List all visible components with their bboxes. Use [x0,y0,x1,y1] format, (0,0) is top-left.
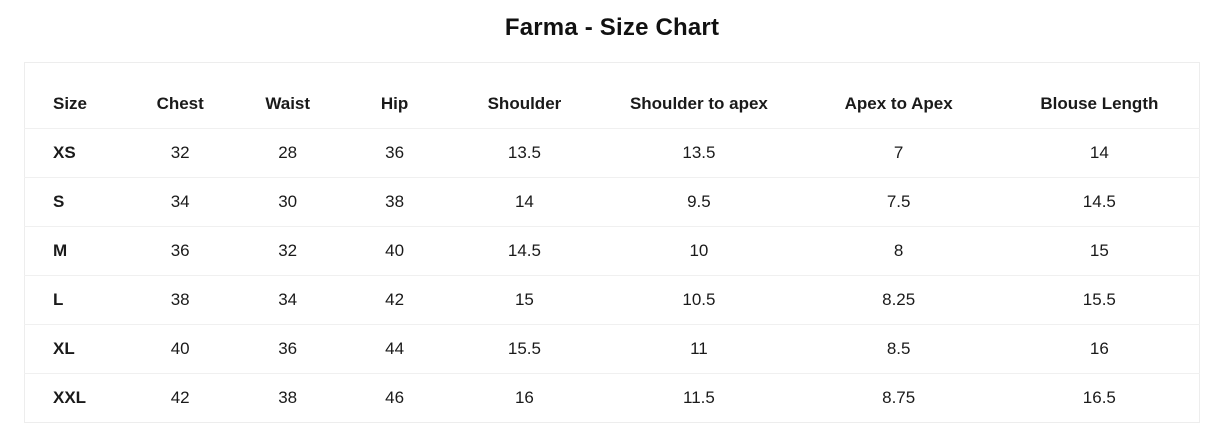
size-chart-container: Size Chest Waist Hip Shoulder Shoulder to ape… [24,62,1200,423]
measurement-value: 9.5 [600,177,798,227]
measurement-value: 38 [340,177,449,227]
measurement-value: 13.5 [448,128,601,178]
column-header-shoulder: Shoulder [487,94,562,113]
column-header-size: Size [53,94,88,113]
measurement-value: 14 [448,177,601,227]
measurement-value: 34 [234,275,341,325]
size-label: XXL [24,373,126,423]
measurement-value: 14.5 [448,226,601,276]
size-label: M [24,226,126,276]
measurement-value: 15.5 [999,275,1200,325]
size-chart-table: Size Chest Waist Hip Shoulder Shoulder to ape… [24,62,1200,423]
column-header-waist: Waist [265,94,311,113]
column-header-blouse-length: Blouse Length [1040,94,1159,113]
measurement-value: 16 [448,373,601,423]
measurement-value: 32 [125,128,235,178]
table-header: Size Chest Waist Hip Shoulder Shoulder to ape… [25,63,1200,129]
measurement-value: 30 [234,177,341,227]
measurement-value: 36 [234,324,341,374]
column-header-shoulder-to-apex: Shoulder to apex [629,94,768,113]
measurement-value: 40 [340,226,449,276]
measurement-value: 10 [600,226,798,276]
measurement-value: 34 [125,177,235,227]
table-row: XXL 42 38 46 16 11.5 8.75 16.5 [24,373,1200,423]
column-header-chest: Chest [156,94,204,113]
size-label: L [24,275,126,325]
measurement-value: 38 [234,373,341,423]
measurement-value: 16.5 [999,373,1200,423]
measurement-value: 10.5 [600,275,798,325]
table-body: XS 32 28 36 13.5 13.5 7 14 S 34 30 38 14 9.5 7.5 14.5 M 3… [24,128,1200,423]
measurement-value: 11 [600,324,798,374]
page-title: Farma - Size Chart [504,14,720,41]
measurement-value: 42 [125,373,235,423]
measurement-value: 7.5 [797,177,1000,227]
measurement-value: 14.5 [999,177,1200,227]
measurement-value: 8 [797,226,1000,276]
measurement-value: 42 [340,275,449,325]
measurement-value: 16 [999,324,1200,374]
measurement-value: 8.75 [797,373,1000,423]
header-row: Size Chest Waist Hip Shoulder Shoulder to ape… [25,63,1200,129]
table-row: M 36 32 40 14.5 10 8 15 [24,226,1200,276]
measurement-value: 46 [340,373,449,423]
measurement-value: 38 [125,275,235,325]
column-header-apex-to-apex: Apex to Apex [844,94,953,113]
measurement-value: 44 [340,324,449,374]
size-label: XS [24,128,126,178]
measurement-value: 7 [797,128,1000,178]
table-row: XS 32 28 36 13.5 13.5 7 14 [24,128,1200,178]
measurement-value: 15.5 [448,324,601,374]
measurement-value: 13.5 [600,128,798,178]
measurement-value: 8.5 [797,324,1000,374]
measurement-value: 11.5 [600,373,798,423]
measurement-value: 32 [234,226,341,276]
measurement-value: 36 [340,128,449,178]
table-row: L 38 34 42 15 10.5 8.25 15.5 [24,275,1200,325]
size-label: XL [24,324,126,374]
table-row: S 34 30 38 14 9.5 7.5 14.5 [24,177,1200,227]
column-header-hip: Hip [380,94,409,113]
measurement-value: 8.25 [797,275,1000,325]
table-row: XL 40 36 44 15.5 11 8.5 16 [24,324,1200,374]
measurement-value: 15 [999,226,1200,276]
measurement-value: 15 [448,275,601,325]
measurement-value: 40 [125,324,235,374]
measurement-value: 36 [125,226,235,276]
size-label: S [24,177,126,227]
measurement-value: 14 [999,128,1200,178]
measurement-value: 28 [234,128,341,178]
